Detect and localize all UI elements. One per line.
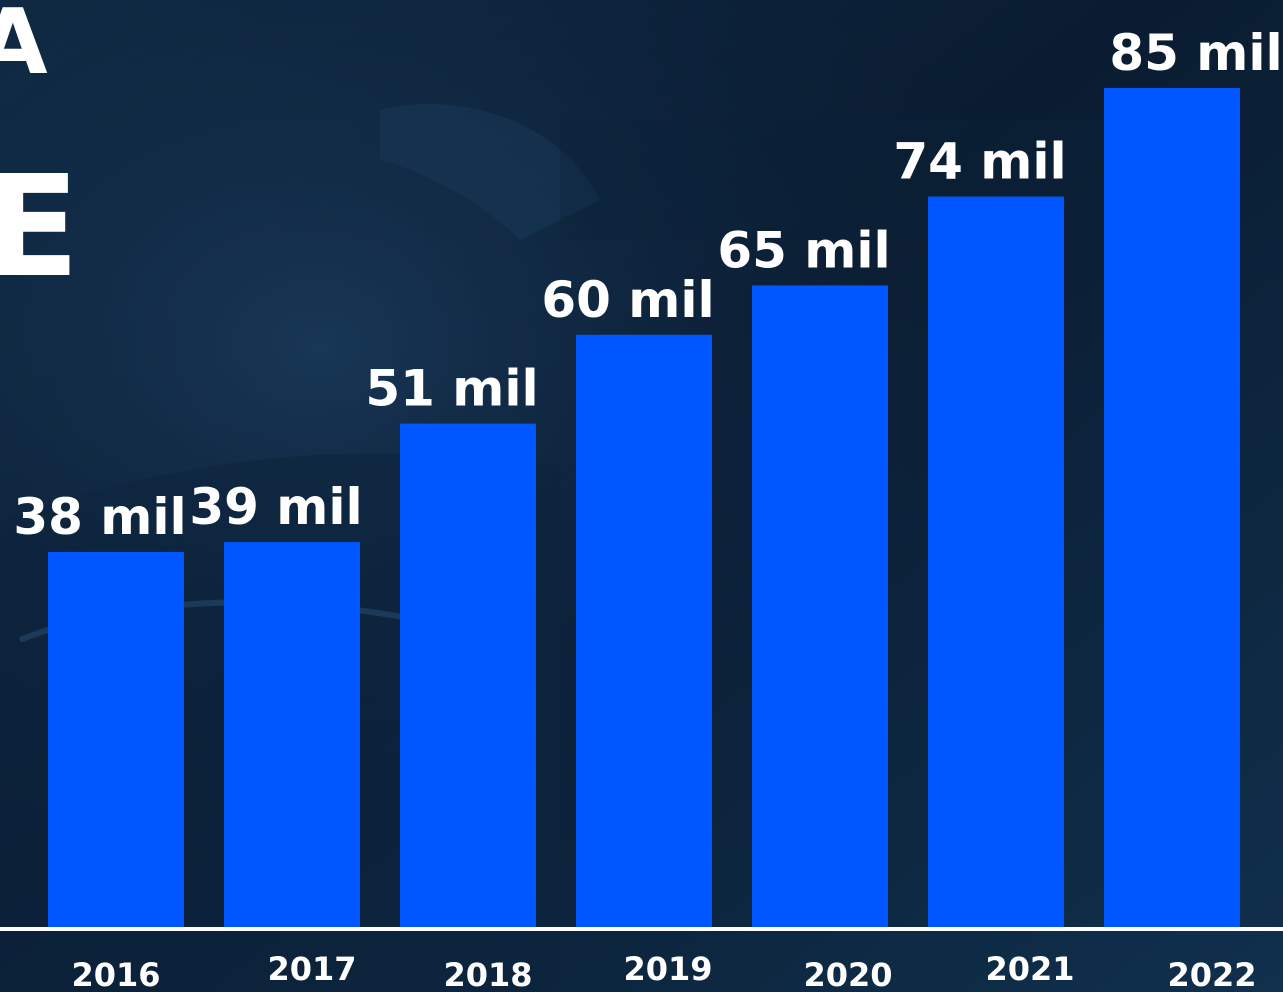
- x-tick-label-2020: 2020: [803, 956, 892, 992]
- bar-2018: [400, 423, 536, 927]
- x-tick-label-2016: 2016: [71, 956, 160, 992]
- value-label-2018: 51 mil: [365, 360, 538, 418]
- x-tick-label-2017: 2017: [267, 950, 356, 988]
- x-tick-label-2022: 2022: [1167, 956, 1256, 992]
- bar-2017: [224, 542, 360, 927]
- bar-2020: [752, 285, 888, 928]
- x-tick-label-2018: 2018: [443, 956, 532, 992]
- x-tick-label-2021: 2021: [985, 950, 1074, 988]
- x-tick-label-2019: 2019: [623, 950, 712, 988]
- value-label-2016: 38 mil: [13, 488, 186, 546]
- x-tick-labels-group: 2016 2017 2018 2019 2020 2021 2022: [71, 950, 1256, 992]
- value-label-2017: 39 mil: [189, 478, 362, 536]
- bar-2019: [576, 334, 712, 927]
- bars-group: [48, 88, 1240, 928]
- bar-2022: [1104, 88, 1240, 927]
- bar-2016: [48, 551, 184, 927]
- partial-title-letter-e: E: [0, 146, 80, 309]
- partial-title-letter-a: A: [0, 0, 48, 95]
- value-label-2021: 74 mil: [893, 133, 1066, 191]
- bar-2021: [928, 196, 1064, 927]
- value-label-2019: 60 mil: [541, 271, 714, 329]
- value-label-2022: 85 mil: [1109, 24, 1282, 82]
- value-label-2020: 65 mil: [717, 221, 890, 279]
